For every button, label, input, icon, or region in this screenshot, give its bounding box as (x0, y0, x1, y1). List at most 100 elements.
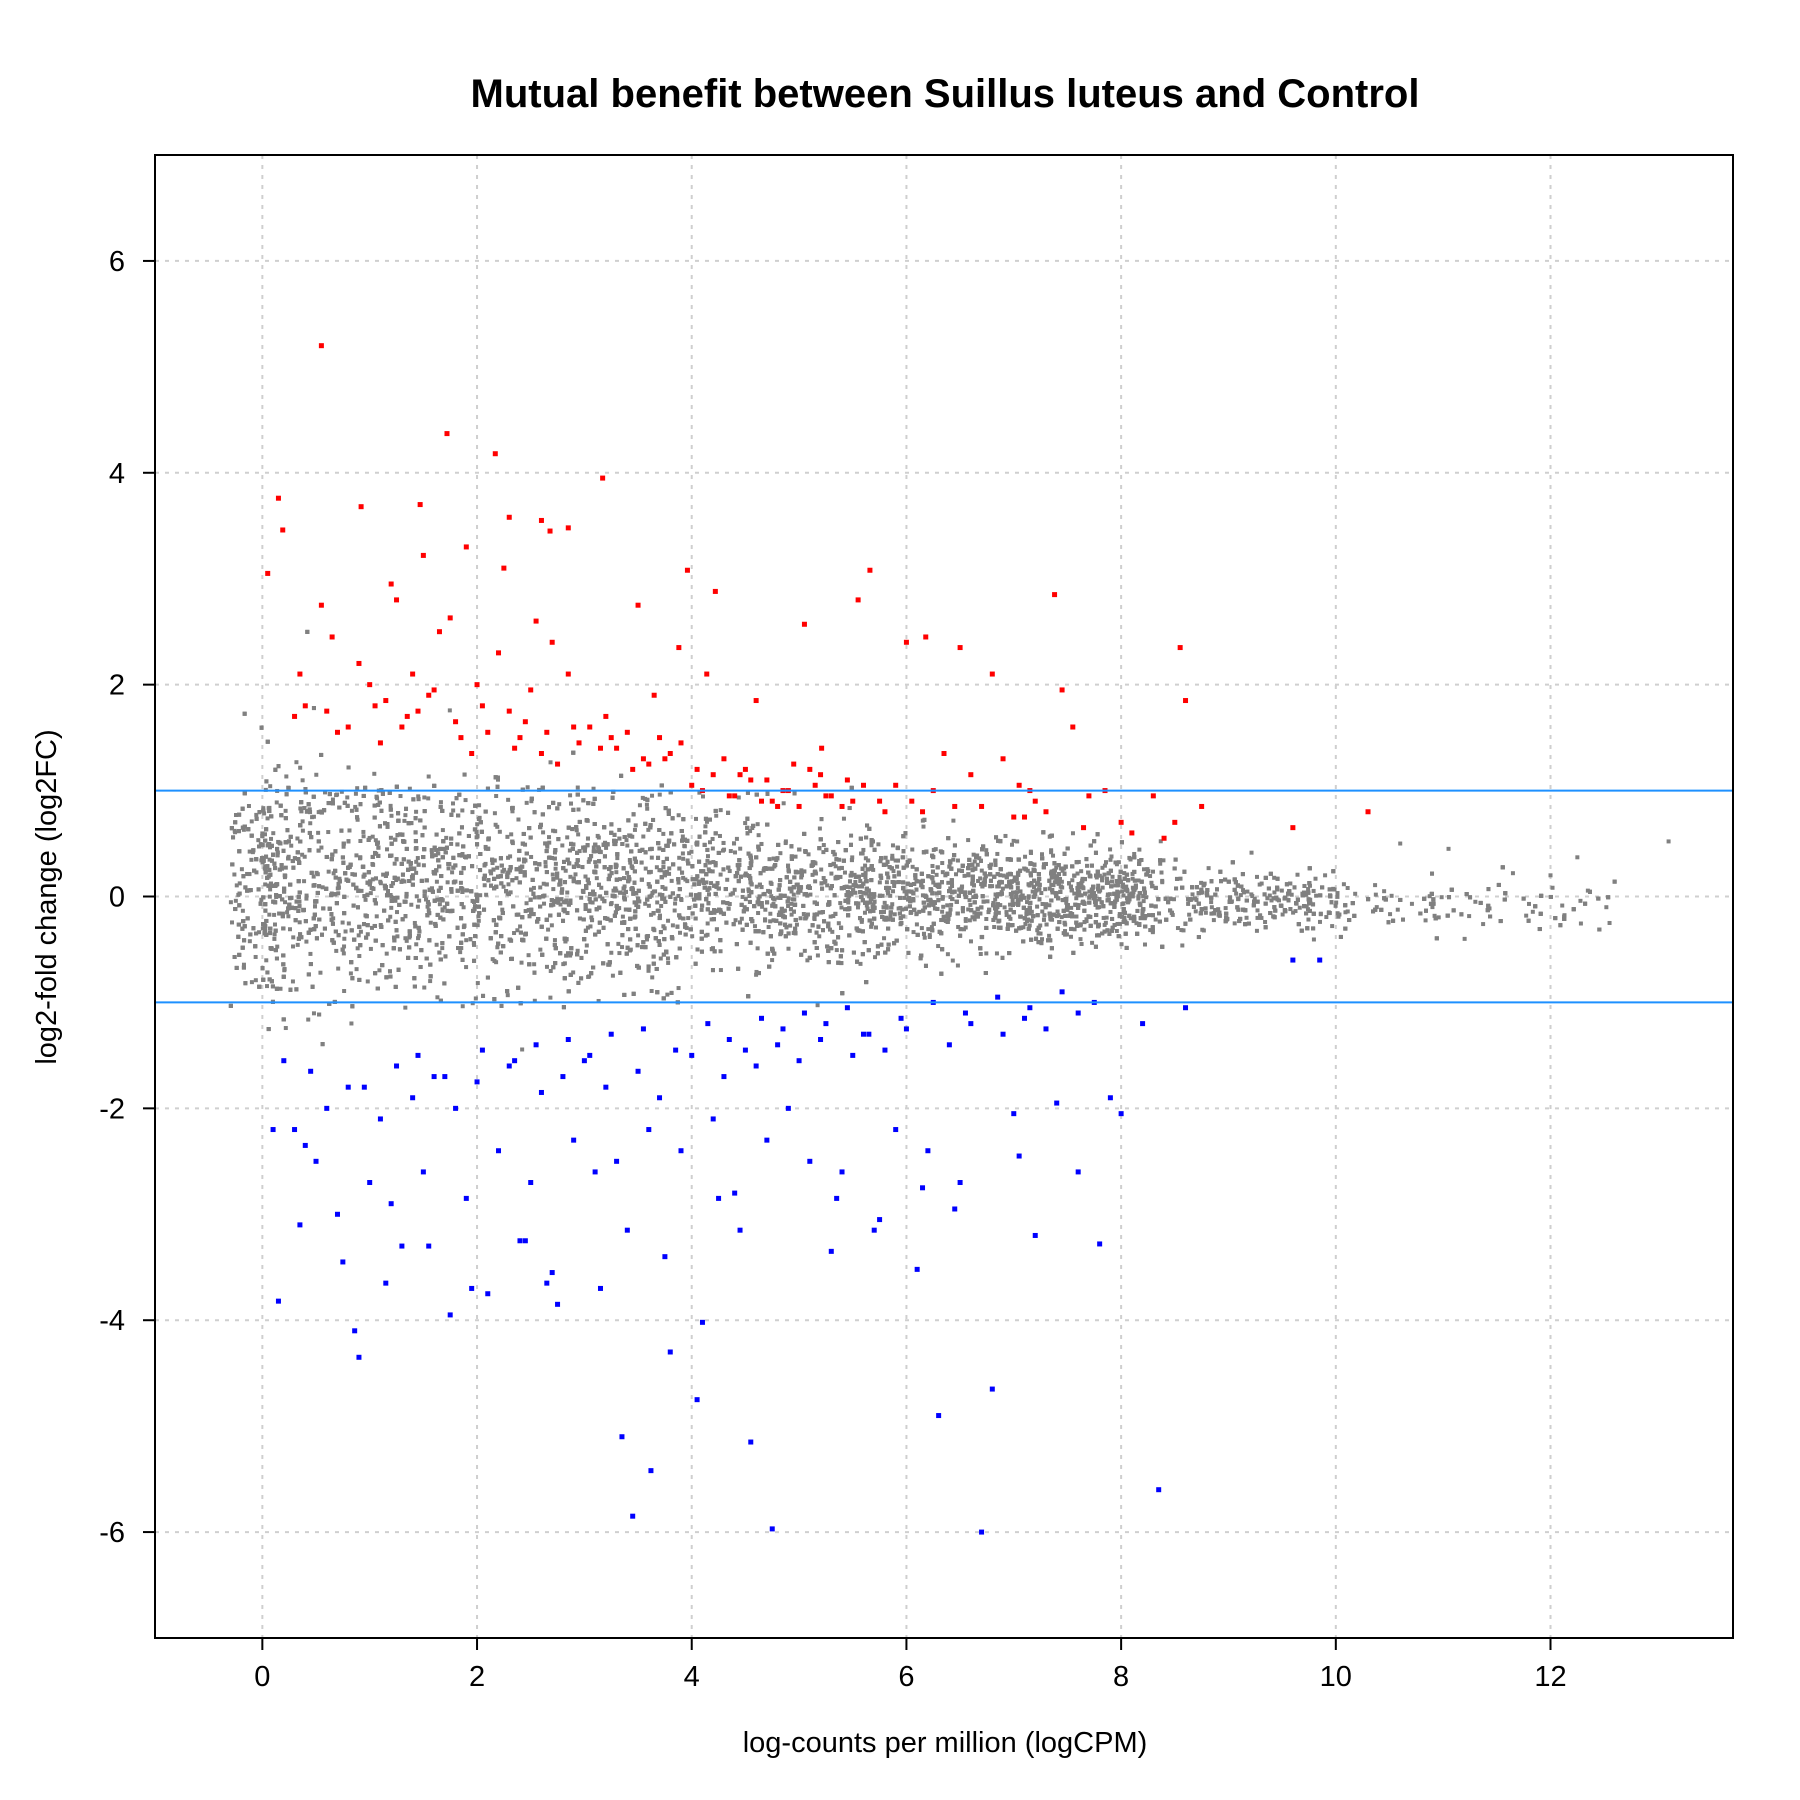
ns-point (1116, 860, 1121, 865)
ns-point (888, 914, 893, 919)
ns-point (464, 938, 469, 943)
ns-point (237, 881, 242, 886)
ns-point (257, 930, 262, 935)
ns-point (919, 926, 924, 931)
ns-point (1345, 909, 1350, 914)
ns-point (868, 892, 873, 897)
ns-point (1265, 896, 1270, 901)
ns-point (1147, 913, 1152, 918)
ns-point (704, 880, 709, 885)
ns-point (967, 918, 972, 923)
ns-point (1190, 892, 1195, 897)
ns-point (1103, 920, 1108, 925)
ns-point (1560, 903, 1565, 908)
ns-point (544, 964, 549, 969)
ns-point (361, 829, 366, 834)
ns-point (599, 885, 604, 890)
ns-point (516, 817, 521, 822)
ns-point (676, 986, 681, 991)
ns-point (849, 833, 854, 838)
ns-point (1050, 890, 1055, 895)
ns-point (762, 891, 767, 896)
ns-point (890, 853, 895, 858)
ns-point (403, 813, 408, 818)
ns-point (945, 952, 950, 957)
ns-point (850, 855, 855, 860)
ns-point (855, 905, 860, 910)
ns-point (476, 914, 481, 919)
ns-point (778, 893, 783, 898)
ns-point (685, 858, 690, 863)
ns-point (1070, 831, 1075, 836)
ns-point (699, 907, 704, 912)
ns-point (963, 917, 968, 922)
ns-point (843, 907, 848, 912)
ns-point (574, 828, 579, 833)
ns-point (756, 896, 761, 901)
ns-point (532, 895, 537, 900)
ns-point (365, 979, 370, 984)
ns-point (576, 864, 581, 869)
ns-point (676, 880, 681, 885)
ns-point (666, 918, 671, 923)
ns-point (962, 873, 967, 878)
ns-point (697, 892, 702, 897)
ns-point (966, 907, 971, 912)
ns-point (941, 904, 946, 909)
ns-point (355, 817, 360, 822)
ns-point (385, 847, 390, 852)
ns-point (1114, 928, 1119, 933)
ns-point (892, 912, 897, 917)
ns-point (349, 808, 354, 813)
ns-point (910, 864, 915, 869)
ns-point (1100, 865, 1105, 870)
ns-point (552, 850, 557, 855)
ns-point (1432, 913, 1437, 918)
ns-point (1578, 898, 1583, 903)
ns-point (1035, 928, 1040, 933)
ns-point (501, 884, 506, 889)
ns-point (679, 896, 684, 901)
ns-point (755, 946, 760, 951)
ns-point (754, 884, 759, 889)
ns-point (545, 844, 550, 849)
ns-point (460, 1004, 465, 1009)
ns-point (614, 870, 619, 875)
ns-point (793, 854, 798, 859)
ns-point (1047, 834, 1052, 839)
ns-point (1293, 909, 1298, 914)
ns-point (1254, 928, 1259, 933)
ns-point (669, 878, 674, 883)
ns-point (434, 879, 439, 884)
ns-point (830, 929, 835, 934)
ns-point (1178, 876, 1183, 881)
ns-point (403, 936, 408, 941)
ns-point (557, 802, 562, 807)
ns-point (1123, 864, 1128, 869)
ns-point (868, 900, 873, 905)
ns-point (1272, 875, 1277, 880)
ns-point (326, 830, 331, 835)
ns-point (475, 981, 480, 986)
ns-point (1079, 893, 1084, 898)
ns-point (778, 851, 783, 856)
ns-point (743, 821, 748, 826)
ns-point (587, 891, 592, 896)
ns-point (1142, 891, 1147, 896)
ns-point (1076, 859, 1081, 864)
ns-point (488, 869, 493, 874)
ns-point (946, 880, 951, 885)
ns-point (867, 894, 872, 899)
ns-point (449, 841, 454, 846)
ns-point (806, 852, 811, 857)
ns-point (1481, 922, 1486, 927)
ns-point (1102, 922, 1107, 927)
ns-point (265, 984, 270, 989)
ns-point (1395, 907, 1400, 912)
ns-point (547, 835, 552, 840)
ns-point (697, 879, 702, 884)
ns-point (666, 960, 671, 965)
ns-point (1159, 870, 1164, 875)
ns-point (1110, 874, 1115, 879)
ns-point (799, 868, 804, 873)
